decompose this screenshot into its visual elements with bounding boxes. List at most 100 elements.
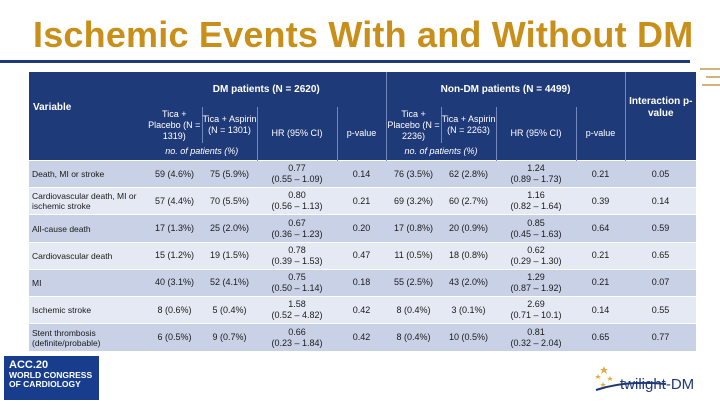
non-dm-placebo-cell: 76 (3.5%)	[386, 159, 442, 188]
non-dm-tica-aspirin-header: Tica + Aspirin (N = 2263)	[440, 107, 497, 143]
dm-aspirin-cell: 5 (0.4%)	[202, 296, 257, 324]
non-dm-p-cell: 0.14	[576, 296, 626, 324]
dm-hr-cell: 0.75 (0.50 – 1.14)	[257, 268, 337, 297]
confidence-interval: (0.56 – 1.13)	[271, 201, 323, 212]
dm-p-cell: 0.47	[337, 241, 387, 270]
non-dm-hr-cell: 0.85 (0.45 – 1.63)	[496, 214, 577, 243]
confidence-interval: (0.45 – 1.63)	[510, 228, 562, 239]
non-dm-subheader: no. of patients (%)	[385, 143, 497, 161]
non-dm-group-header: Non-DM patients (N = 4499)	[385, 72, 626, 107]
twilight-swoosh-icon	[595, 366, 667, 391]
confidence-interval: (0.23 – 1.84)	[271, 337, 323, 348]
hazard-ratio: 0.85	[527, 217, 545, 228]
dm-hr-cell: 0.80 (0.56 – 1.13)	[257, 187, 337, 215]
interaction-p-cell: 0.65	[625, 241, 697, 270]
variable-header: Variable	[29, 72, 147, 161]
hazard-ratio: 2.69	[527, 299, 545, 310]
confidence-interval: (0.87 – 1.92)	[510, 282, 562, 293]
twilight-dm-logo-text: twilight-DM	[620, 376, 695, 393]
decorative-lines	[700, 62, 720, 122]
variable-cell: Ischemic stroke	[29, 296, 147, 324]
hazard-ratio: 1.29	[527, 271, 545, 282]
non-dm-aspirin-cell: 10 (0.5%)	[441, 323, 497, 351]
hazard-ratio: 1.24	[527, 163, 545, 174]
interaction-p-cell: 0.59	[625, 214, 697, 243]
variable-cell: Stent thrombosis (definite/probable)	[29, 323, 147, 351]
acc-logo-text: ACC.20	[9, 359, 49, 371]
dm-hr-cell: 0.67 (0.36 – 1.23)	[257, 214, 337, 243]
dm-aspirin-cell: 25 (2.0%)	[202, 214, 257, 243]
non-dm-hr-cell: 2.69 (0.71 – 10.1)	[496, 296, 577, 324]
dm-subheader: no. of patients (%)	[147, 143, 257, 161]
dm-p-cell: 0.20	[337, 214, 387, 243]
variable-cell: MI	[29, 268, 147, 297]
non-dm-tica-placebo-header: Tica + Placebo (N = 2236)	[385, 107, 442, 143]
non-dm-p-cell: 0.21	[576, 159, 626, 188]
dm-tica-aspirin-header: Tica + Aspirin (N = 1301)	[201, 107, 257, 143]
title-rule	[0, 60, 690, 63]
non-dm-p-cell: 0.21	[576, 241, 626, 270]
non-dm-aspirin-cell: 3 (0.1%)	[441, 296, 497, 324]
hazard-ratio: 0.80	[288, 190, 306, 201]
dm-placebo-cell: 8 (0.6%)	[147, 296, 202, 324]
non-dm-p-cell: 0.21	[576, 268, 626, 297]
ischemic-events-table: Variable DM patients (N = 2620) Non-DM p…	[29, 72, 697, 351]
non-dm-aspirin-cell: 60 (2.7%)	[441, 187, 497, 215]
non-dm-hr-cell: 1.24 (0.89 – 1.73)	[496, 159, 577, 188]
dm-tica-placebo-header: Tica + Placebo (N = 1319)	[147, 107, 202, 143]
dm-placebo-cell: 15 (1.2%)	[147, 241, 202, 270]
table-row: Cardiovascular death 15 (1.2%) 19 (1.5%) 0.…	[29, 241, 697, 270]
variable-cell: Cardiovascular death, MI or ischemic str…	[29, 187, 147, 215]
non-dm-placebo-cell: 8 (0.4%)	[386, 323, 442, 351]
interaction-p-cell: 0.55	[625, 296, 697, 324]
dm-aspirin-cell: 52 (4.1%)	[202, 268, 257, 297]
dm-group-header: DM patients (N = 2620)	[147, 72, 387, 107]
confidence-interval: (0.55 – 1.09)	[271, 174, 323, 185]
table-row: Ischemic stroke 8 (0.6%) 5 (0.4%) 1.58 (0.52…	[29, 296, 697, 324]
dm-p-cell: 0.18	[337, 268, 387, 297]
non-dm-p-cell: 0.64	[576, 214, 626, 243]
dm-p-header: p-value	[336, 107, 387, 161]
hazard-ratio: 0.75	[288, 271, 306, 282]
confidence-interval: (0.32 – 2.04)	[510, 337, 562, 348]
confidence-interval: (0.71 – 10.1)	[510, 310, 562, 321]
dm-placebo-cell: 57 (4.4%)	[147, 187, 202, 215]
confidence-interval: (0.82 – 1.64)	[510, 201, 562, 212]
interaction-p-cell: 0.77	[625, 323, 697, 351]
confidence-interval: (0.50 – 1.14)	[271, 282, 323, 293]
confidence-interval: (0.36 – 1.23)	[271, 228, 323, 239]
non-dm-p-cell: 0.39	[576, 187, 626, 215]
confidence-interval: (0.29 – 1.30)	[510, 255, 562, 266]
acc-logo: ACC.20 WORLD CONGRESS OF CARDIOLOGY	[4, 356, 99, 400]
hazard-ratio: 1.58	[288, 299, 306, 310]
twilight-dm-logo: twilight-DM	[586, 360, 718, 400]
confidence-interval: (0.52 – 4.82)	[271, 310, 323, 321]
non-dm-placebo-cell: 8 (0.4%)	[386, 296, 442, 324]
dm-aspirin-cell: 70 (5.5%)	[202, 187, 257, 215]
hazard-ratio: 0.62	[527, 244, 545, 255]
non-dm-placebo-cell: 55 (2.5%)	[386, 268, 442, 297]
dm-placebo-cell: 59 (4.6%)	[147, 159, 202, 188]
interaction-p-cell: 0.14	[625, 187, 697, 215]
hazard-ratio: 0.67	[288, 217, 306, 228]
non-dm-aspirin-cell: 18 (0.8%)	[441, 241, 497, 270]
dm-hr-cell: 0.66 (0.23 – 1.84)	[257, 323, 337, 351]
non-dm-hr-cell: 0.81 (0.32 – 2.04)	[496, 323, 577, 351]
confidence-interval: (0.39 – 1.53)	[271, 255, 323, 266]
dm-aspirin-cell: 19 (1.5%)	[202, 241, 257, 270]
non-dm-placebo-cell: 17 (0.8%)	[386, 214, 442, 243]
interaction-header: Interaction p-value	[624, 72, 697, 161]
interaction-p-cell: 0.07	[625, 268, 697, 297]
non-dm-hr-cell: 0.62 (0.29 – 1.30)	[496, 241, 577, 270]
variable-cell: All-cause death	[29, 214, 147, 243]
acc-logo-subtitle: WORLD CONGRESS OF CARDIOLOGY	[9, 370, 93, 389]
dm-hr-cell: 1.58 (0.52 – 4.82)	[257, 296, 337, 324]
dm-p-cell: 0.14	[337, 159, 387, 188]
hazard-ratio: 0.78	[288, 244, 306, 255]
table-row: MI 40 (3.1%) 52 (4.1%) 0.75 (0.50 – 1.14) 0.1…	[29, 268, 697, 297]
non-dm-aspirin-cell: 20 (0.9%)	[441, 214, 497, 243]
non-dm-placebo-cell: 69 (3.2%)	[386, 187, 442, 215]
dm-aspirin-cell: 75 (5.9%)	[202, 159, 257, 188]
hazard-ratio: 0.66	[288, 326, 306, 337]
table-row: Stent thrombosis (definite/probable) 6 (0…	[29, 323, 697, 351]
